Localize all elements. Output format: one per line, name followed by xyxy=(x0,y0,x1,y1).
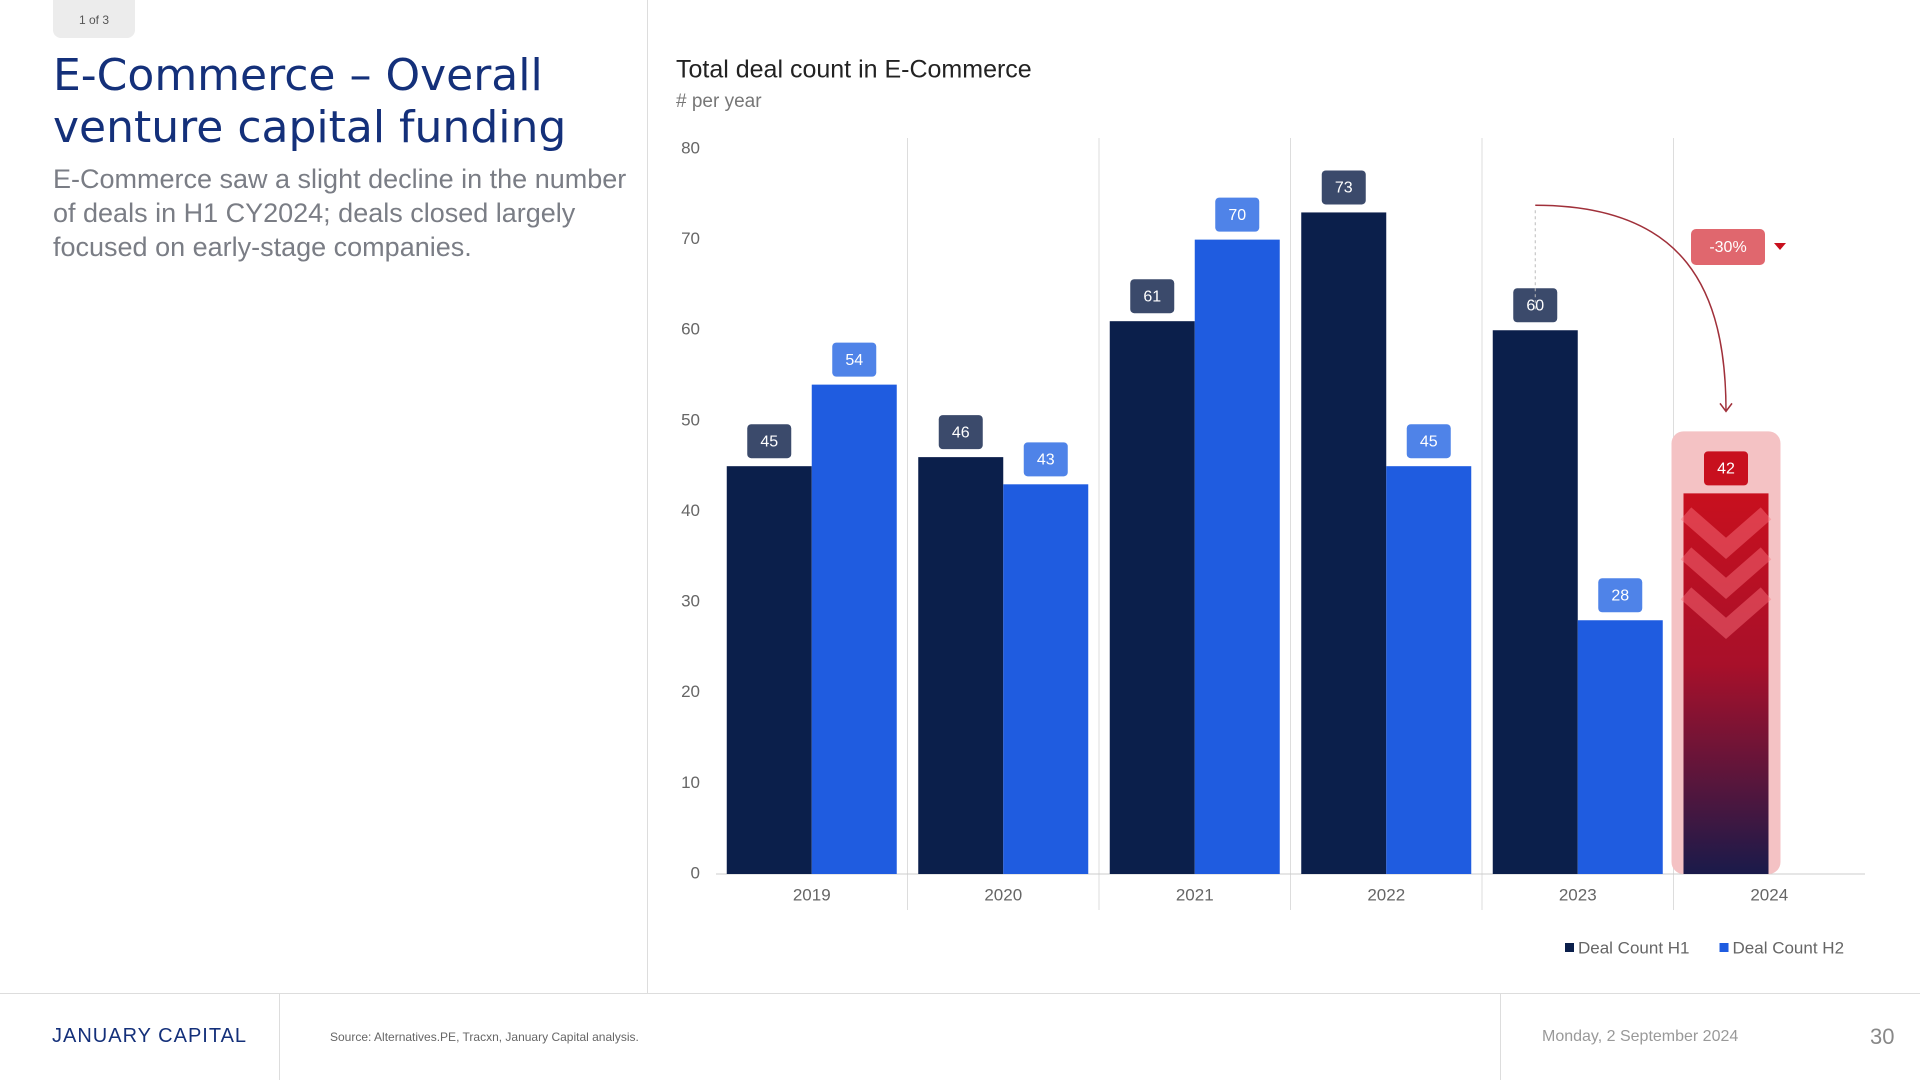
x-tick-label: 2020 xyxy=(984,885,1022,904)
brand: JANUARY CAPITAL xyxy=(52,1025,248,1047)
value-label-bg xyxy=(938,415,983,450)
value-label-bg xyxy=(1023,442,1068,477)
divider xyxy=(279,993,280,1080)
slide-title: E-Commerce – Overall venture capital fun… xyxy=(53,50,567,153)
legend-swatch xyxy=(1565,943,1574,952)
y-tick-label: 0 xyxy=(691,863,700,882)
chevron xyxy=(1680,587,1772,640)
divider xyxy=(1500,993,1501,1080)
y-tick-label: 20 xyxy=(681,682,700,701)
bar xyxy=(1003,484,1089,874)
divider xyxy=(647,0,648,993)
bar xyxy=(918,457,1004,874)
y-tick-label: 80 xyxy=(681,138,700,157)
chart-title: Total deal count in E-Commerce xyxy=(676,56,1032,84)
y-tick-label: 50 xyxy=(681,410,700,429)
page-number: 30 xyxy=(1870,1024,1895,1049)
bar xyxy=(811,384,897,874)
legend-label: Deal Count H2 xyxy=(1733,938,1845,957)
chevron xyxy=(1680,507,1772,560)
legend-label: Deal Count H1 xyxy=(1578,938,1690,957)
x-tick-label: 2022 xyxy=(1367,885,1405,904)
bar xyxy=(1492,330,1578,874)
divider xyxy=(0,993,1920,994)
annotation: -30% xyxy=(1709,239,1746,256)
annotation-marker xyxy=(1774,243,1786,250)
bar xyxy=(1683,493,1769,874)
value-label-bg xyxy=(1704,451,1748,486)
slide-subtitle: E-Commerce saw a slight decline in the n… xyxy=(53,164,627,262)
value-label: 61 xyxy=(1143,288,1161,305)
legend-swatch xyxy=(1719,943,1729,952)
value-label-bg xyxy=(1215,197,1260,232)
value-label-bg xyxy=(1598,578,1643,613)
value-label: 43 xyxy=(1037,452,1055,469)
bar xyxy=(1386,466,1472,874)
value-label-bg xyxy=(1130,279,1175,314)
arrow-head xyxy=(1719,402,1733,413)
page-badge: 1 of 3 xyxy=(53,0,135,38)
y-tick-label: 10 xyxy=(681,773,700,792)
y-tick-label: 60 xyxy=(681,320,700,339)
value-label-bg xyxy=(1321,170,1366,205)
y-tick-label: 70 xyxy=(681,229,700,248)
value-label-bg xyxy=(832,342,877,377)
bar xyxy=(1194,239,1280,874)
value-label-bg xyxy=(747,424,792,459)
value-label: 45 xyxy=(1420,433,1438,450)
value-label: 60 xyxy=(1526,297,1544,314)
value-label: 70 xyxy=(1228,207,1246,224)
chart: Total deal count in E-Commerce # per yea… xyxy=(676,56,1865,957)
annotation-bg xyxy=(1691,229,1765,265)
source-note: Source: Alternatives.PE, Tracxn, January… xyxy=(330,1030,639,1044)
value-label-bg xyxy=(1513,288,1558,323)
y-tick-label: 40 xyxy=(681,501,700,520)
x-tick-label: 2021 xyxy=(1176,885,1214,904)
x-tick-label: 2023 xyxy=(1559,885,1597,904)
chart-subtitle: # per year xyxy=(676,91,762,112)
value-label: 54 xyxy=(845,352,863,369)
bar xyxy=(726,466,812,874)
value-label: 45 xyxy=(760,433,778,450)
bar xyxy=(1577,620,1663,874)
bar xyxy=(1301,212,1387,874)
date: Monday, 2 September 2024 xyxy=(1542,1028,1739,1045)
y-tick-label: 30 xyxy=(681,592,700,611)
value-label: 46 xyxy=(952,424,970,441)
value-label: 28 xyxy=(1611,587,1629,604)
chevron xyxy=(1680,547,1772,600)
value-label: 42 xyxy=(1717,461,1735,478)
value-label-bg xyxy=(1406,424,1451,459)
bar xyxy=(1109,321,1195,874)
value-label: 73 xyxy=(1335,180,1353,197)
annotation-arrow xyxy=(1535,204,1727,412)
x-tick-label: 2019 xyxy=(793,885,831,904)
x-tick-label: 2024 xyxy=(1750,885,1788,904)
